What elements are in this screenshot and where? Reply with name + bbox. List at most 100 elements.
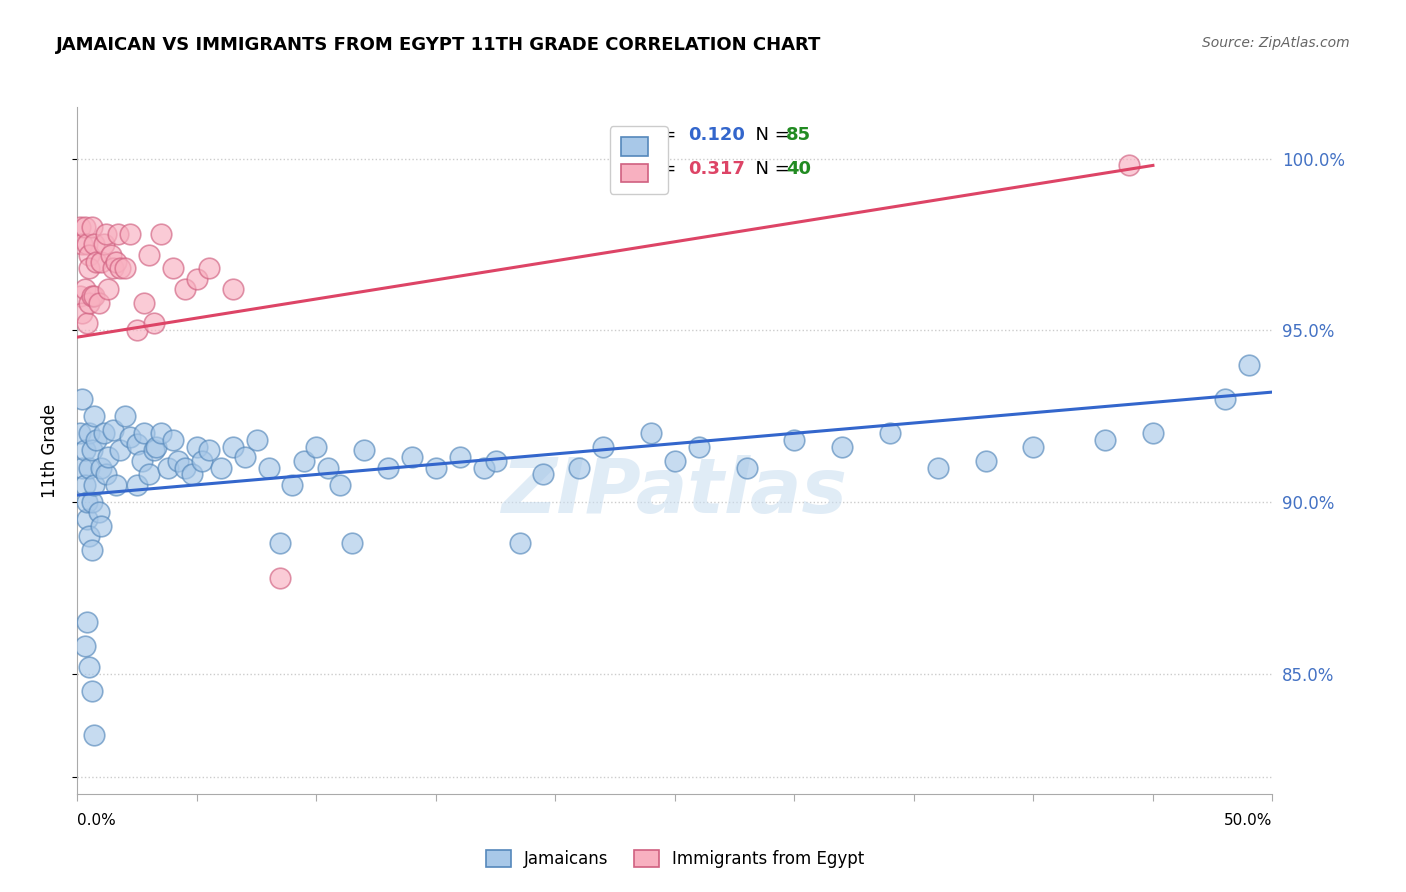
- Point: [83, 729, 105, 743]
- Text: 0.0%: 0.0%: [77, 814, 117, 828]
- Point: [70, 237, 93, 252]
- Point: [509, 536, 531, 550]
- Point: [80, 495, 103, 509]
- Text: 40: 40: [786, 160, 811, 178]
- Point: [127, 436, 149, 450]
- Point: [80, 220, 103, 235]
- Point: [76, 495, 98, 509]
- Point: [104, 254, 127, 268]
- Point: [94, 227, 117, 241]
- Point: [73, 220, 96, 235]
- Point: [86, 433, 108, 447]
- Point: [79, 529, 101, 543]
- Point: [73, 443, 96, 458]
- Point: [134, 295, 156, 310]
- Point: [181, 467, 204, 482]
- Point: [90, 519, 112, 533]
- Point: [110, 443, 132, 458]
- Point: [76, 317, 98, 331]
- Text: R =: R =: [643, 160, 682, 178]
- Point: [533, 467, 555, 482]
- Point: [281, 477, 304, 491]
- Point: [93, 237, 115, 252]
- Point: [568, 460, 591, 475]
- Point: [118, 430, 141, 444]
- Point: [329, 477, 352, 491]
- Point: [76, 512, 98, 526]
- Point: [97, 282, 120, 296]
- Point: [1118, 158, 1140, 172]
- Point: [73, 477, 96, 491]
- Point: [640, 426, 662, 441]
- Point: [100, 248, 122, 262]
- Point: [107, 227, 129, 241]
- Text: JAMAICAN VS IMMIGRANTS FROM EGYPT 11TH GRADE CORRELATION CHART: JAMAICAN VS IMMIGRANTS FROM EGYPT 11TH G…: [56, 36, 821, 54]
- Point: [97, 450, 120, 465]
- Point: [342, 536, 364, 550]
- Point: [294, 454, 316, 468]
- Point: [73, 282, 96, 296]
- Point: [222, 440, 245, 454]
- Point: [150, 227, 173, 241]
- Point: [1094, 433, 1116, 447]
- Point: [131, 454, 153, 468]
- Point: [190, 454, 212, 468]
- Point: [79, 660, 101, 674]
- Text: ZIPatlas: ZIPatlas: [502, 455, 848, 529]
- Point: [1237, 358, 1260, 372]
- Point: [198, 443, 221, 458]
- Point: [449, 450, 471, 465]
- Point: [353, 443, 375, 458]
- Point: [150, 426, 173, 441]
- Point: [166, 454, 188, 468]
- Point: [87, 505, 110, 519]
- Point: [472, 460, 495, 475]
- Point: [138, 467, 160, 482]
- Point: [79, 261, 101, 276]
- Point: [87, 295, 110, 310]
- Text: N =: N =: [744, 160, 796, 178]
- Point: [425, 460, 447, 475]
- Point: [162, 433, 184, 447]
- Point: [592, 440, 614, 454]
- Legend: , : ,: [610, 127, 668, 194]
- Point: [879, 426, 901, 441]
- Text: 50.0%: 50.0%: [1225, 814, 1272, 828]
- Point: [735, 460, 758, 475]
- Point: [79, 426, 101, 441]
- Text: 85: 85: [786, 126, 811, 144]
- Point: [186, 271, 208, 285]
- Point: [145, 440, 167, 454]
- Point: [1022, 440, 1045, 454]
- Point: [1213, 392, 1236, 406]
- Point: [83, 409, 105, 423]
- Point: [79, 295, 101, 310]
- Point: [174, 282, 197, 296]
- Point: [222, 282, 245, 296]
- Point: [73, 639, 96, 653]
- Point: [69, 289, 91, 303]
- Point: [783, 433, 806, 447]
- Point: [401, 450, 423, 465]
- Point: [138, 248, 160, 262]
- Point: [233, 450, 256, 465]
- Point: [70, 392, 93, 406]
- Point: [83, 477, 105, 491]
- Point: [270, 570, 292, 584]
- Point: [270, 536, 292, 550]
- Y-axis label: 11th Grade: 11th Grade: [41, 403, 59, 498]
- Point: [157, 460, 180, 475]
- Point: [70, 460, 93, 475]
- Text: R =: R =: [643, 126, 682, 144]
- Point: [69, 426, 91, 441]
- Point: [186, 440, 208, 454]
- Point: [209, 460, 232, 475]
- Legend: Jamaicans, Immigrants from Egypt: Jamaicans, Immigrants from Egypt: [479, 843, 870, 875]
- Point: [246, 433, 269, 447]
- Point: [103, 423, 124, 437]
- Point: [79, 460, 101, 475]
- Point: [118, 227, 141, 241]
- Point: [927, 460, 949, 475]
- Point: [257, 460, 280, 475]
- Point: [664, 454, 686, 468]
